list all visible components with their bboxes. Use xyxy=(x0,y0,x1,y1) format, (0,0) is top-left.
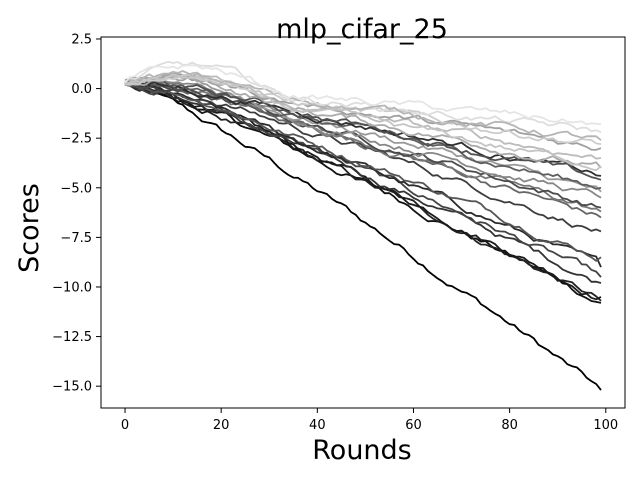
series-line xyxy=(124,73,602,172)
y-tick-label: −2.5 xyxy=(60,132,92,147)
series-line xyxy=(124,77,602,199)
series-line xyxy=(124,79,602,233)
y-tick-label: −5.0 xyxy=(60,181,92,196)
series-line xyxy=(124,64,602,126)
series-line xyxy=(124,73,602,145)
y-tick-label: −15.0 xyxy=(52,380,92,395)
x-tick-label: 20 xyxy=(213,418,230,433)
x-tick-label: 80 xyxy=(501,418,518,433)
y-tick-label: −7.5 xyxy=(60,231,92,246)
x-axis-label: Rounds xyxy=(312,435,412,466)
series-line xyxy=(124,70,602,141)
y-tick-label: 2.5 xyxy=(71,32,92,47)
y-tick-label: 0.0 xyxy=(71,82,92,97)
series-line xyxy=(124,80,602,213)
x-tick-label: 100 xyxy=(593,418,618,433)
plot-lines xyxy=(124,60,602,391)
y-axis-label: Scores xyxy=(14,183,45,273)
x-axis-ticks: 0 20 40 60 80 100 xyxy=(121,408,618,433)
series-line xyxy=(124,79,602,181)
series-line xyxy=(124,81,602,391)
chart-title: mlp_cifar_25 xyxy=(276,14,448,45)
series-line xyxy=(124,60,602,134)
x-tick-label: 40 xyxy=(309,418,326,433)
plot-frame xyxy=(100,36,626,409)
x-tick-label: 60 xyxy=(405,418,422,433)
y-tick-label: −12.5 xyxy=(52,330,92,345)
y-axis-ticks: 2.5 0.0 −2.5 −5.0 −7.5 −10.0 −12.5 −15.0 xyxy=(52,32,101,395)
x-tick-label: 0 xyxy=(121,418,129,433)
series-line xyxy=(124,72,602,193)
series-line xyxy=(124,81,602,262)
y-tick-label: −10.0 xyxy=(52,280,92,295)
